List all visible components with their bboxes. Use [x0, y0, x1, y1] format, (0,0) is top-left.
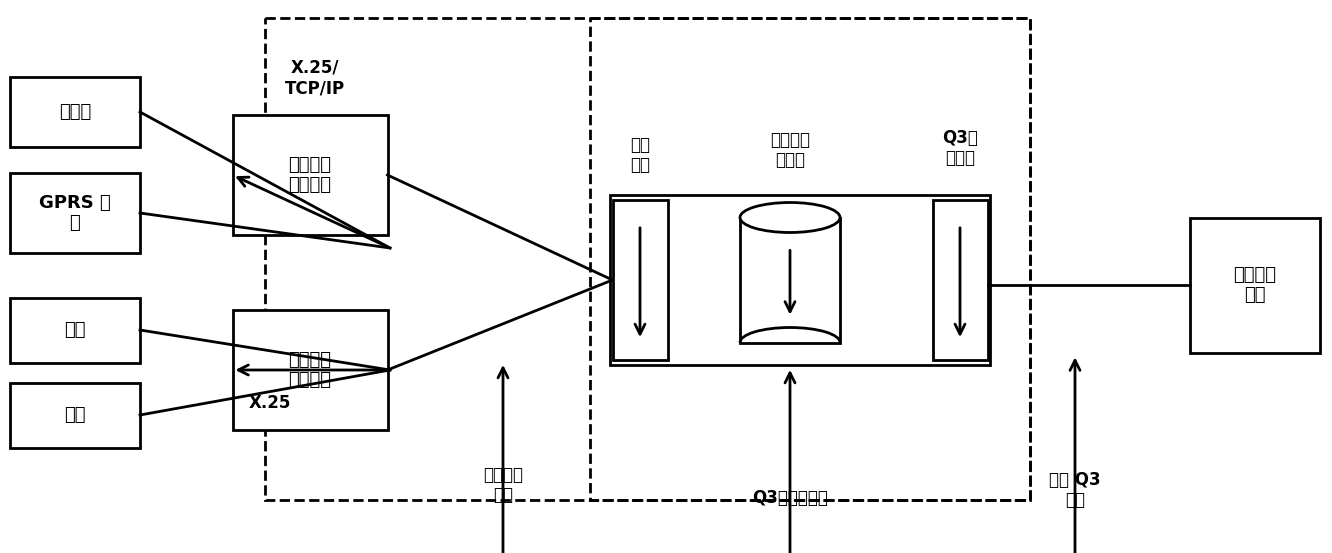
Text: 接入
模块: 接入 模块	[630, 135, 650, 174]
Text: 交换操作
维护中心: 交换操作 维护中心	[289, 155, 332, 195]
Bar	[1189, 217, 1320, 352]
Bar	[233, 310, 388, 430]
Text: GPRS 节
点: GPRS 节 点	[39, 194, 111, 232]
Bar	[741, 217, 840, 342]
Text: X.25: X.25	[249, 394, 292, 412]
Text: Q3代
理模块: Q3代 理模块	[942, 129, 978, 168]
Bar	[233, 115, 388, 235]
Bar	[613, 200, 667, 360]
Text: 基站操作
维护中心: 基站操作 维护中心	[289, 351, 332, 389]
Bar	[590, 18, 1030, 500]
Text: 基站: 基站	[64, 406, 85, 424]
Text: X.25/
TCP/IP: X.25/ TCP/IP	[285, 59, 345, 97]
Text: 管理信息
库模块: 管理信息 库模块	[770, 131, 810, 169]
Bar	[11, 383, 140, 447]
Ellipse shape	[741, 202, 840, 232]
Bar	[265, 18, 1030, 500]
Text: 交换机: 交换机	[59, 103, 91, 121]
Text: 厂商特殊
接口: 厂商特殊 接口	[484, 466, 523, 504]
Bar	[11, 173, 140, 253]
Bar	[11, 77, 140, 147]
Text: 基站: 基站	[64, 321, 85, 339]
Text: Q3中介服务器: Q3中介服务器	[753, 489, 829, 507]
Text: 网络管理
中心: 网络管理 中心	[1233, 265, 1276, 304]
Text: 标准 Q3
接口: 标准 Q3 接口	[1050, 471, 1100, 509]
Bar	[11, 298, 140, 363]
Bar	[610, 195, 990, 365]
Bar	[932, 200, 987, 360]
